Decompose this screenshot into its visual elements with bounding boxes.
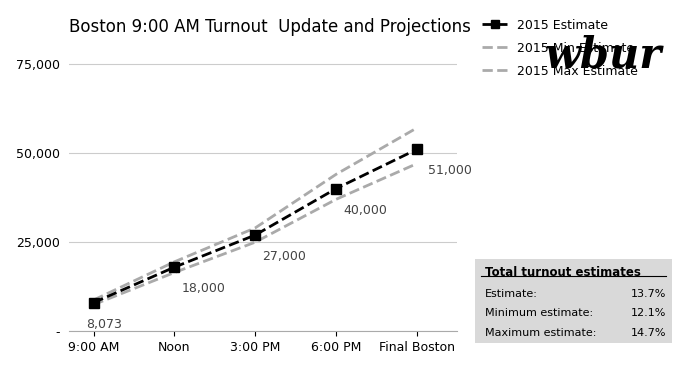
Text: 14.7%: 14.7% xyxy=(631,328,666,338)
2015 Estimate xyxy=(413,147,421,152)
2015 Min Estimate xyxy=(251,240,259,245)
2015 Estimate xyxy=(332,186,340,191)
Text: Boston 9:00 AM Turnout  Update and Projections: Boston 9:00 AM Turnout Update and Projec… xyxy=(69,18,471,36)
2015 Estimate xyxy=(170,265,179,269)
Text: Total turnout estimates: Total turnout estimates xyxy=(484,266,640,279)
2015 Min Estimate xyxy=(413,161,421,166)
Text: 13.7%: 13.7% xyxy=(631,289,666,299)
2015 Max Estimate xyxy=(413,126,421,130)
2015 Max Estimate xyxy=(251,226,259,230)
Text: 40,000: 40,000 xyxy=(343,203,387,216)
2015 Max Estimate xyxy=(89,298,98,303)
Line: 2015 Estimate: 2015 Estimate xyxy=(89,144,422,307)
Line: 2015 Max Estimate: 2015 Max Estimate xyxy=(94,128,417,300)
Text: Maximum estimate:: Maximum estimate: xyxy=(484,328,596,338)
Text: 12.1%: 12.1% xyxy=(631,308,666,318)
2015 Max Estimate xyxy=(170,259,179,264)
Line: 2015 Min Estimate: 2015 Min Estimate xyxy=(94,163,417,305)
Text: wbur: wbur xyxy=(544,34,662,76)
2015 Max Estimate xyxy=(332,172,340,177)
2015 Estimate xyxy=(89,300,98,305)
2015 Estimate xyxy=(251,233,259,237)
2015 Min Estimate xyxy=(89,303,98,307)
Text: 51,000: 51,000 xyxy=(428,164,472,177)
2015 Min Estimate xyxy=(170,270,179,275)
Text: 27,000: 27,000 xyxy=(262,250,306,263)
Text: 18,000: 18,000 xyxy=(182,282,225,295)
Text: 8,073: 8,073 xyxy=(87,318,123,331)
Legend: 2015 Estimate, 2015 Min Estimate, 2015 Max Estimate: 2015 Estimate, 2015 Min Estimate, 2015 M… xyxy=(477,14,643,83)
2015 Min Estimate xyxy=(332,197,340,202)
Text: Estimate:: Estimate: xyxy=(484,289,538,299)
Text: Minimum estimate:: Minimum estimate: xyxy=(484,308,593,318)
